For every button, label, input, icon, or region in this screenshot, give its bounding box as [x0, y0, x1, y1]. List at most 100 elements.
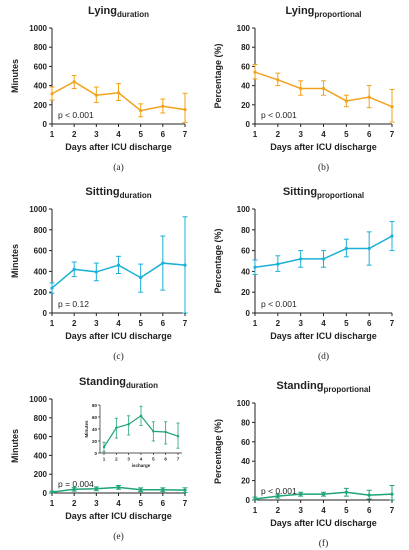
panel-caption: (a) — [113, 162, 124, 173]
inset-data-point — [152, 430, 155, 433]
chart-title-subscript: duration — [126, 381, 158, 390]
chart-data-point — [183, 108, 187, 112]
chart-data-point — [72, 80, 76, 84]
chart-data-point — [50, 92, 54, 96]
inset-x-axis-label: ischarge — [132, 463, 151, 468]
p-value-annotation: p = 0.12 — [58, 299, 89, 309]
inset-y-axis-label: Minutes — [84, 420, 89, 437]
chart-data-point — [321, 257, 326, 261]
panel-caption: (e) — [113, 531, 124, 542]
chart-data-point — [299, 257, 303, 261]
x-tick-label: 6 — [367, 130, 372, 139]
panel-caption: (c) — [113, 351, 124, 362]
chart-title: Standingproportional — [276, 380, 370, 394]
x-tick-label: 1 — [50, 130, 55, 139]
chart-data-point — [161, 261, 165, 265]
chart-data-point — [161, 104, 165, 108]
y-tick-label: 100 — [237, 399, 251, 408]
chart-data-point — [116, 485, 121, 489]
y-tick-label: 20 — [241, 101, 250, 110]
chart-data-point — [276, 78, 280, 82]
chart-title-main: Lying — [88, 5, 117, 17]
y-tick-label: 400 — [34, 451, 48, 460]
y-axis-label: Percentage (%) — [213, 419, 223, 484]
chart-title-main: Sitting — [283, 186, 317, 198]
x-tick-label: 6 — [367, 319, 372, 328]
x-tick-label: 4 — [321, 319, 326, 328]
chart-data-point — [94, 93, 98, 97]
chart-data-point — [72, 487, 76, 491]
chart-data-point — [253, 497, 257, 501]
chart-data-point — [367, 493, 371, 497]
chart-title-subscript: proportional — [317, 191, 364, 200]
chart-data-point — [183, 263, 187, 267]
y-tick-label: 0 — [246, 496, 251, 505]
inset-x-tick-label: 3 — [127, 457, 130, 462]
x-tick-label: 1 — [50, 319, 55, 328]
x-tick-label: 3 — [94, 319, 99, 328]
chart-data-point — [321, 86, 326, 91]
x-tick-label: 3 — [94, 499, 99, 508]
y-axis-label: Percentage (%) — [213, 228, 223, 293]
inset-y-tick-label: 40 — [92, 427, 98, 432]
chart-data-point — [367, 246, 371, 251]
y-tick-label: 0 — [43, 309, 48, 318]
y-tick-label: 0 — [43, 489, 48, 498]
panel-caption: (f) — [319, 538, 329, 549]
chart-title: Sittingproportional — [283, 186, 364, 200]
x-tick-label: 5 — [138, 319, 143, 328]
x-tick-label: 5 — [344, 506, 349, 515]
y-tick-label: 20 — [241, 477, 250, 486]
y-axis-label: Minutes — [10, 59, 20, 93]
chart-panel-b: Lyingproportional 0 20 40 60 80 100 1 2 3 4 5 6 7 Days… — [213, 5, 395, 173]
y-tick-label: 1000 — [29, 395, 47, 404]
x-tick-label: 3 — [298, 319, 303, 328]
chart-title-main: Sitting — [85, 186, 119, 198]
y-tick-label: 60 — [241, 247, 250, 256]
inset-y-tick-label: 20 — [92, 439, 98, 444]
y-tick-label: 600 — [34, 433, 48, 442]
x-axis-label: Days after ICU discharge — [270, 518, 377, 528]
chart-data-point — [253, 265, 257, 269]
x-tick-label: 5 — [344, 130, 349, 139]
x-tick-label: 7 — [183, 130, 188, 139]
chart-data-point — [276, 494, 280, 498]
chart-data-point — [299, 86, 303, 91]
chart-data-point — [72, 267, 76, 271]
inset-data-point — [115, 426, 118, 429]
chart-panel-f: Standingproportional 0 20 40 60 80 100 1 2 3 4 5 6 7 D… — [213, 380, 395, 549]
inset-data-point — [139, 414, 143, 417]
x-axis-label: Days after ICU discharge — [65, 331, 172, 341]
x-tick-label: 7 — [390, 130, 395, 139]
y-tick-label: 800 — [34, 43, 48, 52]
y-tick-label: 200 — [34, 288, 48, 297]
x-tick-label: 1 — [253, 319, 258, 328]
chart-data-point — [321, 492, 326, 496]
x-axis-label: Days after ICU discharge — [65, 511, 172, 521]
x-tick-label: 4 — [116, 499, 121, 508]
chart-data-point — [390, 492, 394, 496]
x-tick-label: 1 — [50, 499, 55, 508]
inset-x-tick-label: 1 — [103, 457, 106, 462]
inset-y-tick-label: 60 — [92, 415, 98, 420]
chart-panel-a: Lyingduration 0 200 400 600 800 1000 1 2 3 4 5 6 7 Day… — [10, 5, 188, 173]
chart-data-point — [253, 70, 257, 74]
y-axis-label: Minutes — [10, 429, 20, 463]
y-tick-label: 0 — [246, 120, 251, 129]
p-value-annotation: p < 0.001 — [58, 110, 94, 120]
chart-title: Sittingduration — [85, 186, 151, 200]
inset-background — [84, 401, 188, 469]
y-tick-label: 1000 — [29, 205, 47, 214]
inset-x-tick-label: 6 — [164, 457, 167, 462]
chart-data-point — [390, 234, 394, 238]
y-tick-label: 20 — [241, 288, 250, 297]
chart-data-point — [139, 108, 143, 113]
y-tick-label: 200 — [34, 470, 48, 479]
x-tick-label: 2 — [276, 319, 281, 328]
chart-data-point — [139, 488, 143, 492]
y-tick-label: 80 — [241, 418, 250, 427]
panel-caption: (d) — [318, 351, 329, 362]
x-tick-label: 2 — [72, 499, 77, 508]
inset-data-point — [176, 435, 180, 438]
